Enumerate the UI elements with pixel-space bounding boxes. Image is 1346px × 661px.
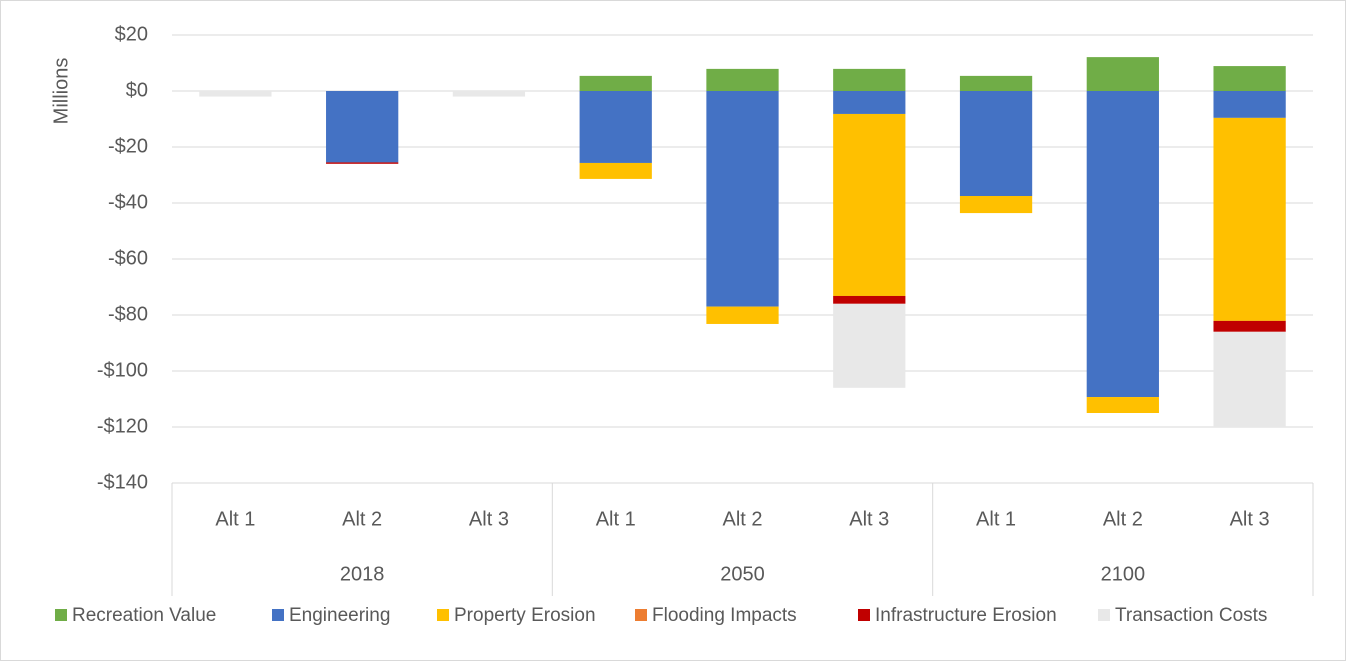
bar-segment	[579, 75, 652, 91]
legend-swatch	[635, 609, 647, 621]
bar-segment	[706, 91, 779, 307]
bar-segment	[706, 306, 779, 324]
bar-segment	[833, 295, 906, 304]
legend-label: Infrastructure Erosion	[875, 605, 1057, 626]
bar-segment	[959, 75, 1033, 91]
bar-segment	[199, 91, 272, 97]
legend-swatch	[1098, 609, 1110, 621]
bar-segment	[959, 196, 1033, 214]
y-tick-label: $0	[126, 79, 148, 101]
x-tick-label: Alt 2	[1103, 508, 1143, 530]
bar-segment	[1086, 57, 1159, 91]
y-tick-label: -$120	[97, 415, 148, 437]
legend-swatch	[858, 609, 870, 621]
y-tick-label: -$20	[108, 135, 148, 157]
bar-segment	[833, 68, 906, 91]
x-tick-label: Alt 3	[1230, 508, 1270, 530]
y-tick-label: -$100	[97, 359, 148, 381]
bar-segment	[833, 113, 906, 296]
bar-segment	[326, 91, 399, 163]
bar-segment	[1213, 66, 1286, 91]
group-label: 2018	[340, 563, 385, 585]
x-tick-label: Alt 2	[722, 508, 762, 530]
legend-label: Property Erosion	[454, 605, 596, 626]
bar-segment	[1213, 331, 1286, 427]
x-tick-label: Alt 2	[342, 508, 382, 530]
x-tick-label: Alt 1	[976, 508, 1016, 530]
bar-segment	[579, 91, 652, 163]
bar-segment	[326, 162, 399, 164]
legend-swatch	[437, 609, 449, 621]
x-tick-label: Alt 3	[469, 508, 509, 530]
bar-segment	[1213, 117, 1286, 321]
bar-segment	[833, 303, 906, 388]
y-tick-label: -$80	[108, 303, 148, 325]
y-tick-label: $20	[115, 23, 148, 45]
bar-segment	[1213, 91, 1286, 118]
bar-segment	[579, 162, 652, 179]
y-axis-label: Millions	[50, 58, 72, 125]
legend-label: Recreation Value	[72, 605, 216, 626]
bar-segment	[706, 68, 779, 91]
bar-segment	[1086, 397, 1159, 413]
x-tick-label: Alt 1	[215, 508, 255, 530]
x-tick-label: Alt 1	[596, 508, 636, 530]
y-tick-label: -$140	[97, 471, 148, 493]
y-tick-label: -$40	[108, 191, 148, 213]
legend-label: Transaction Costs	[1115, 605, 1267, 626]
x-tick-label: Alt 3	[849, 508, 889, 530]
group-label: 2050	[720, 563, 765, 585]
legend-swatch	[55, 609, 67, 621]
legend-label: Flooding Impacts	[652, 605, 797, 626]
group-label: 2100	[1101, 563, 1146, 585]
bar-segment	[452, 91, 526, 97]
legend-swatch	[272, 609, 284, 621]
legend-label: Engineering	[289, 605, 390, 626]
bar-segment	[833, 91, 906, 114]
bar-segment	[1086, 91, 1159, 398]
y-tick-label: -$60	[108, 247, 148, 269]
bar-segment	[1213, 320, 1286, 332]
bar-segment	[959, 91, 1033, 196]
